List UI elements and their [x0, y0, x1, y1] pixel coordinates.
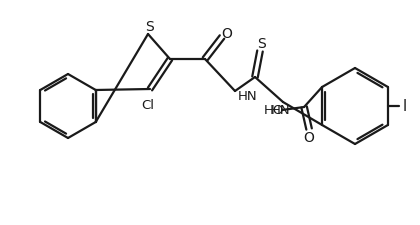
Text: HO: HO [264, 104, 284, 117]
Text: HN: HN [238, 90, 257, 103]
Text: S: S [144, 20, 153, 34]
Text: HN: HN [271, 104, 291, 117]
Text: O: O [304, 130, 315, 144]
Text: I: I [403, 99, 407, 114]
Text: S: S [257, 37, 266, 51]
Text: O: O [222, 27, 232, 41]
Text: Cl: Cl [142, 99, 155, 112]
